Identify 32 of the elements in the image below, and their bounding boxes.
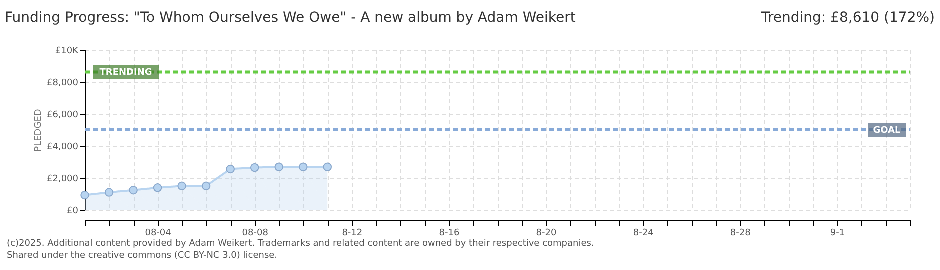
point bbox=[80, 190, 90, 200]
point bbox=[129, 186, 138, 195]
x-tick-label: 08-04 bbox=[145, 228, 172, 238]
point bbox=[178, 182, 186, 191]
point bbox=[250, 163, 260, 172]
text: (c)2025. Additional content provided by Adam Weikert. Trademarks and related content are owned by their respective companies. bbox=[7, 239, 594, 249]
y-tick-label: £0 bbox=[67, 206, 79, 216]
y-tick-label: £8,000 bbox=[47, 78, 79, 88]
x-tick-label: 08-08 bbox=[242, 228, 269, 238]
point bbox=[104, 188, 114, 197]
ref-line-label: GOAL bbox=[873, 126, 902, 136]
ref-line-label: TRENDING bbox=[100, 68, 152, 78]
y-tick-label: £6,000 bbox=[47, 110, 79, 120]
y-axis-title: PLEDGED bbox=[34, 109, 44, 152]
point bbox=[323, 162, 332, 172]
x-tick-label: 8-16 bbox=[439, 228, 460, 238]
x-tick-label: 9-1 bbox=[830, 228, 846, 238]
point bbox=[226, 164, 235, 174]
text: Shared under the creative commons (CC BY-NC 3.0) license. bbox=[7, 251, 278, 261]
y-tick-label: £2,000 bbox=[47, 174, 79, 184]
x-tick-label: 8-24 bbox=[633, 228, 654, 238]
y-tick-label: £10K bbox=[55, 46, 80, 56]
point bbox=[153, 184, 162, 192]
chart-title: Funding Progress: "To Whom Ourselves We Owe" - A new album by Adam Weikert bbox=[5, 10, 576, 26]
text: Trending: £8,610 (172%) bbox=[760, 10, 935, 26]
y-tick-label: £4,000 bbox=[47, 142, 79, 152]
point bbox=[299, 162, 308, 172]
x-tick-label: 8-20 bbox=[536, 228, 558, 238]
point bbox=[202, 182, 211, 191]
point bbox=[274, 162, 284, 172]
x-tick-label: 8-12 bbox=[342, 228, 363, 238]
x-tick-label: 8-28 bbox=[730, 228, 752, 238]
